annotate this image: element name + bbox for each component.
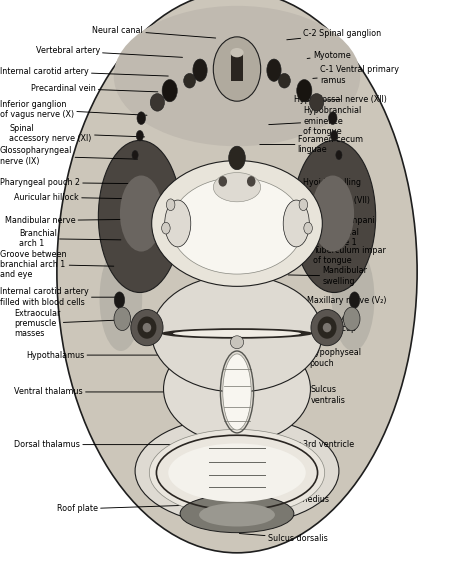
Ellipse shape: [166, 199, 175, 211]
Ellipse shape: [152, 275, 322, 392]
Ellipse shape: [161, 328, 313, 339]
Ellipse shape: [343, 307, 360, 331]
Text: Vertebral artery: Vertebral artery: [36, 46, 182, 57]
Ellipse shape: [57, 0, 417, 553]
Text: Branchial
arch 1: Branchial arch 1: [19, 229, 121, 249]
Text: Glossopharyngeal
nerve (IX): Glossopharyngeal nerve (IX): [0, 146, 137, 166]
Ellipse shape: [247, 176, 255, 187]
Ellipse shape: [131, 309, 163, 346]
Text: Hyoid swelling: Hyoid swelling: [282, 178, 361, 187]
Ellipse shape: [311, 176, 354, 252]
Ellipse shape: [230, 336, 244, 349]
Ellipse shape: [150, 94, 164, 111]
Ellipse shape: [228, 146, 246, 170]
Text: Chorda tympani: Chorda tympani: [304, 216, 375, 225]
Text: Sulcus
ventralis: Sulcus ventralis: [261, 385, 346, 405]
Text: Myotome: Myotome: [307, 51, 351, 60]
Ellipse shape: [114, 307, 130, 331]
Text: Roof plate: Roof plate: [57, 504, 199, 514]
Text: Foramen cecum
linguae: Foramen cecum linguae: [260, 135, 363, 154]
Ellipse shape: [336, 150, 342, 160]
Ellipse shape: [330, 130, 337, 141]
Ellipse shape: [100, 246, 142, 351]
Ellipse shape: [173, 330, 301, 337]
Text: Extraocular
premuscle
masses: Extraocular premuscle masses: [14, 309, 121, 338]
Text: Sulcus medius: Sulcus medius: [242, 494, 329, 504]
Text: Mandibular
swelling: Mandibular swelling: [288, 266, 367, 286]
Text: Hypophyseal
pouch: Hypophyseal pouch: [263, 348, 361, 368]
Ellipse shape: [332, 246, 374, 351]
Ellipse shape: [318, 316, 337, 339]
Text: Precardinal vein: Precardinal vein: [31, 84, 158, 93]
Ellipse shape: [278, 74, 290, 88]
Ellipse shape: [183, 74, 196, 88]
Ellipse shape: [135, 417, 339, 525]
Ellipse shape: [164, 335, 310, 443]
Text: Maxillary nerve (V₂): Maxillary nerve (V₂): [303, 295, 387, 305]
Ellipse shape: [137, 316, 156, 339]
Ellipse shape: [311, 309, 343, 346]
Ellipse shape: [230, 48, 244, 57]
Ellipse shape: [310, 94, 324, 111]
Text: Hypothalamus: Hypothalamus: [26, 350, 161, 360]
Ellipse shape: [328, 112, 337, 125]
Ellipse shape: [349, 292, 360, 308]
Text: 3rd ventricle: 3rd ventricle: [254, 440, 355, 449]
Ellipse shape: [213, 37, 261, 101]
Ellipse shape: [165, 200, 191, 247]
Ellipse shape: [162, 222, 170, 234]
Ellipse shape: [193, 59, 207, 81]
Ellipse shape: [180, 494, 294, 532]
Ellipse shape: [297, 80, 312, 102]
Ellipse shape: [292, 140, 375, 292]
Text: Inferior ganglion
of vagus nerve (X): Inferior ganglion of vagus nerve (X): [0, 99, 147, 119]
Ellipse shape: [132, 150, 138, 160]
Ellipse shape: [323, 323, 331, 332]
Ellipse shape: [219, 176, 227, 187]
Text: Mandibular nerve: Mandibular nerve: [5, 216, 130, 225]
Ellipse shape: [98, 140, 181, 292]
Ellipse shape: [299, 199, 308, 211]
Ellipse shape: [114, 6, 360, 146]
Ellipse shape: [120, 176, 163, 252]
Text: Ventral thalamus: Ventral thalamus: [14, 387, 171, 397]
Polygon shape: [231, 53, 243, 81]
Text: Hypobranchial
eminence
of tongue: Hypobranchial eminence of tongue: [269, 106, 362, 136]
Text: Pharyngeal pouch 2: Pharyngeal pouch 2: [0, 178, 140, 187]
Ellipse shape: [304, 222, 312, 234]
Text: Facial nerve (VII): Facial nerve (VII): [292, 195, 370, 205]
Text: Internal carotid artery
filled with blood cells: Internal carotid artery filled with bloo…: [0, 287, 118, 307]
Ellipse shape: [114, 292, 125, 308]
Text: Sulcus dorsalis: Sulcus dorsalis: [239, 534, 328, 543]
Ellipse shape: [168, 443, 306, 502]
Ellipse shape: [149, 429, 325, 516]
Ellipse shape: [162, 80, 177, 102]
Ellipse shape: [283, 200, 310, 247]
Text: Hypoglossal nerve (XII): Hypoglossal nerve (XII): [294, 95, 387, 104]
Text: Edge of
optic cup: Edge of optic cup: [312, 314, 356, 333]
Ellipse shape: [143, 323, 151, 332]
Text: Branchial
groove 1: Branchial groove 1: [313, 228, 359, 247]
Ellipse shape: [152, 161, 322, 287]
Text: Groove between
branchial arch 1
and eye: Groove between branchial arch 1 and eye: [0, 250, 114, 279]
Text: Neural canal: Neural canal: [92, 26, 216, 38]
Ellipse shape: [136, 130, 143, 141]
Text: Spinal
accessory nerve (XI): Spinal accessory nerve (XI): [9, 123, 145, 143]
Text: Tuberculum impar
of tongue: Tuberculum impar of tongue: [275, 246, 386, 266]
Text: C-1 Ventral primary
ramus: C-1 Ventral primary ramus: [313, 65, 399, 85]
Ellipse shape: [199, 503, 275, 526]
Ellipse shape: [137, 112, 146, 125]
Ellipse shape: [267, 59, 281, 81]
Ellipse shape: [213, 173, 261, 202]
Ellipse shape: [223, 354, 251, 430]
Text: C-2 Spinal ganglion: C-2 Spinal ganglion: [287, 29, 382, 40]
Text: Dorsal thalamus: Dorsal thalamus: [14, 440, 182, 449]
Text: Auricular hillock: Auricular hillock: [14, 192, 140, 202]
Ellipse shape: [171, 178, 303, 274]
Text: Internal carotid artery: Internal carotid artery: [0, 67, 168, 76]
